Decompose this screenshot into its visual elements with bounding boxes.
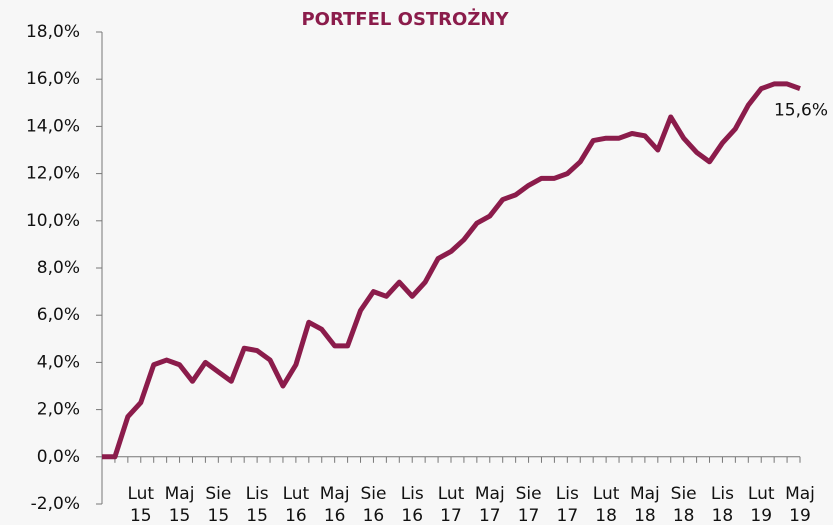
x-tick-label: Sie — [516, 484, 542, 504]
x-tick-label: Maj — [475, 484, 505, 504]
x-tick-label: 15 — [130, 506, 152, 525]
y-tick-label: 6,0% — [37, 305, 80, 325]
x-tick-label: 15 — [208, 506, 230, 525]
x-tick-label: 17 — [557, 506, 579, 525]
x-tick-label: Lut — [127, 484, 154, 504]
chart-title: PORTFEL OSTROŻNY — [301, 8, 509, 30]
y-tick-label: 4,0% — [37, 352, 80, 372]
y-tick-label: 2,0% — [37, 400, 80, 420]
y-tick-label: 18,0% — [26, 22, 80, 42]
y-tick-label: -2,0% — [31, 494, 80, 514]
x-tick-label: 16 — [324, 506, 346, 525]
y-tick-label: 12,0% — [26, 164, 80, 184]
x-tick-label: 15 — [169, 506, 191, 525]
y-tick-label: 16,0% — [26, 69, 80, 89]
x-tick-label: 19 — [750, 506, 772, 525]
x-tick-label: Sie — [360, 484, 386, 504]
x-tick-label: Lut — [748, 484, 775, 504]
y-tick-label: 14,0% — [26, 116, 80, 136]
x-tick-label: 16 — [401, 506, 423, 525]
x-tick-label: 16 — [285, 506, 307, 525]
y-tick-label: 0,0% — [37, 447, 80, 467]
value-label: 15,6% — [774, 101, 828, 121]
x-tick-label: Maj — [785, 484, 815, 504]
x-tick-label: 17 — [518, 506, 540, 525]
x-tick-label: 17 — [440, 506, 462, 525]
y-tick-label: 8,0% — [37, 258, 80, 278]
y-tick-label: 10,0% — [26, 211, 80, 231]
x-tick-label: 18 — [634, 506, 656, 525]
x-tick-label: Lis — [246, 484, 269, 504]
x-tick-label: Lut — [438, 484, 465, 504]
x-tick-label: 18 — [712, 506, 734, 525]
x-tick-label: Lis — [401, 484, 424, 504]
x-tick-label: Maj — [630, 484, 660, 504]
x-tick-label: 15 — [246, 506, 268, 525]
x-tick-label: Lis — [556, 484, 579, 504]
x-tick-label: 17 — [479, 506, 501, 525]
x-tick-label: 16 — [363, 506, 385, 525]
x-tick-label: 18 — [595, 506, 617, 525]
x-tick-label: Lut — [283, 484, 310, 504]
x-tick-label: Sie — [205, 484, 231, 504]
line — [102, 81, 801, 460]
x-tick-label: Lut — [593, 484, 620, 504]
x-tick-label: 18 — [673, 506, 695, 525]
x-tick-label: Maj — [320, 484, 350, 504]
x-tick-label: Sie — [671, 484, 697, 504]
x-tick-label: Maj — [165, 484, 195, 504]
x-tick-label: 19 — [789, 506, 811, 525]
x-tick-label: Lis — [711, 484, 734, 504]
